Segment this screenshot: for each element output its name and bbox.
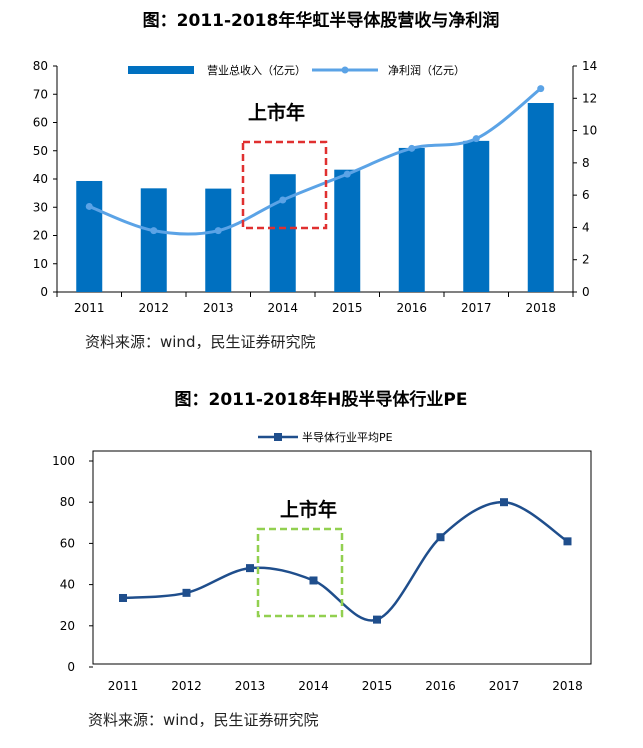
chart1-source: 资料来源：wind，民生证券研究院 <box>85 333 315 351</box>
x-tick-label: 2012 <box>171 679 202 693</box>
right-tick-label: 12 <box>582 91 597 105</box>
chart1-right-axis: 0 2 4 6 8 10 12 14 <box>572 59 597 299</box>
profit-point <box>279 196 287 204</box>
revenue-profit-chart: 图：2011-2018年华虹半导体股营收与净利润 010203040506070… <box>33 10 598 351</box>
profit-point <box>343 170 351 178</box>
legend2-line-label: 半导体行业平均PE <box>302 430 393 444</box>
pe-point <box>119 593 127 602</box>
left-tick-label: 50 <box>33 144 48 158</box>
right-tick-label: 2 <box>582 253 590 267</box>
revenue-bar <box>76 180 103 292</box>
pe-line <box>122 500 569 622</box>
legend-line-label: 净利润（亿元） <box>388 63 465 77</box>
chart2-title: 图：2011-2018年H股半导体行业PE <box>175 389 468 410</box>
x-tick-label: 2016 <box>396 301 427 315</box>
profit-point <box>537 85 545 93</box>
left-tick-label: 60 <box>33 116 48 130</box>
profit-point <box>472 135 480 143</box>
x-tick-label: 2012 <box>138 301 169 315</box>
legend-line-marker <box>341 66 349 74</box>
x-tick-label: 2017 <box>489 679 520 693</box>
revenue-bar <box>269 174 296 292</box>
pe-point <box>436 533 445 542</box>
left-tick-label: 70 <box>33 87 48 101</box>
right-tick-label: 10 <box>582 124 597 138</box>
chart2-frame <box>92 450 592 665</box>
revenue-bar <box>398 147 425 292</box>
left-tick-label: 20 <box>33 229 48 243</box>
x-tick-label: 2016 <box>425 679 456 693</box>
profit-point <box>214 227 222 235</box>
chart2-line <box>119 498 572 624</box>
left-tick-label: 0 <box>40 285 48 299</box>
pe-chart: 图：2011-2018年H股半导体行业PE 半导体行业平均PE 0 20 40 60 8… <box>52 389 592 729</box>
left-tick-label: 40 <box>33 172 48 186</box>
revenue-bar <box>527 103 554 292</box>
chart1-bars <box>76 103 554 292</box>
y-tick-label: 100 <box>52 454 75 468</box>
left-tick-label: 10 <box>33 257 48 271</box>
right-tick-label: 4 <box>582 220 590 234</box>
y-tick-label: 80 <box>60 495 75 509</box>
revenue-bar <box>205 188 232 292</box>
y-tick-label: 40 <box>60 578 75 592</box>
pe-point <box>182 588 191 597</box>
x-tick-label: 2018 <box>525 301 556 315</box>
x-tick-label: 2018 <box>552 679 583 693</box>
right-tick-label: 14 <box>582 59 597 73</box>
chart1-title: 图：2011-2018年华虹半导体股营收与净利润 <box>143 10 500 31</box>
revenue-bar <box>463 140 490 292</box>
chart2-annotation-box <box>256 527 344 618</box>
chart2-source: 资料来源：wind，民生证券研究院 <box>88 711 318 729</box>
chart1-annotation-box <box>241 140 328 230</box>
y-tick-label: 20 <box>60 619 75 633</box>
y-tick-label: 60 <box>60 536 75 550</box>
x-tick-label: 2013 <box>235 679 266 693</box>
chart1-left-axis: 0 10 20 30 40 50 60 70 80 <box>33 59 58 299</box>
chart2-y-axis: 0 20 40 60 80 100 <box>52 454 93 674</box>
profit-point <box>408 144 416 152</box>
pe-point <box>563 537 572 546</box>
x-tick-label: 2013 <box>203 301 234 315</box>
pe-point <box>373 615 381 624</box>
revenue-bar <box>334 169 361 292</box>
legend-bar-swatch <box>128 66 194 74</box>
pe-point <box>500 498 508 507</box>
left-tick-label: 30 <box>33 200 48 214</box>
profit-point <box>85 202 93 210</box>
chart1-annotation-label: 上市年 <box>248 101 305 124</box>
x-tick-label: 2011 <box>108 679 139 693</box>
profit-point <box>150 227 158 235</box>
legend2-line-marker <box>274 433 282 441</box>
right-tick-label: 6 <box>582 188 590 202</box>
chart2-annotation-label: 上市年 <box>280 498 337 521</box>
chart1-line <box>85 85 545 236</box>
right-tick-label: 0 <box>582 285 590 299</box>
x-tick-label: 2015 <box>362 679 393 693</box>
chart1-legend: 营业总收入（亿元） 净利润（亿元） <box>128 63 465 77</box>
y-tick-label: 0 <box>67 660 75 674</box>
x-tick-label: 2017 <box>461 301 492 315</box>
pe-point <box>309 576 318 585</box>
x-tick-label: 2015 <box>332 301 363 315</box>
revenue-bar <box>140 188 167 292</box>
right-tick-label: 8 <box>582 156 590 170</box>
x-tick-label: 2014 <box>298 679 329 693</box>
legend-bar-label: 营业总收入（亿元） <box>207 63 306 77</box>
chart2-x-axis: 2011 2012 2013 2014 2015 2016 2017 2018 <box>108 679 583 693</box>
pe-point <box>246 564 254 573</box>
left-tick-label: 80 <box>33 59 48 73</box>
x-tick-label: 2014 <box>267 301 298 315</box>
chart1-x-axis: 2011 2012 2013 2014 2015 2016 2017 2018 <box>56 291 574 315</box>
chart2-legend: 半导体行业平均PE <box>258 430 393 444</box>
x-tick-label: 2011 <box>74 301 105 315</box>
